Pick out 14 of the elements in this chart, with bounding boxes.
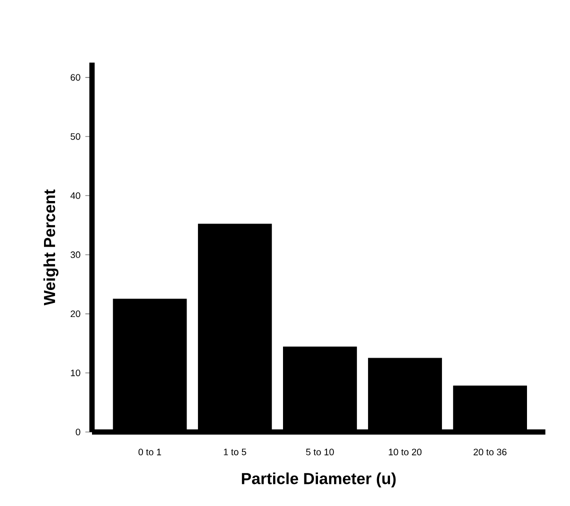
y-tick-label: 10: [70, 370, 80, 376]
y-tick-label: 20: [70, 310, 80, 318]
y-axis-title: Weight Percent: [43, 189, 58, 306]
x-axis-title: Particle Diameter (u): [242, 472, 396, 488]
x-tick-label: 10 to 20: [388, 448, 422, 456]
y-tick-label: 30: [70, 251, 80, 258]
x-tick-label: 0 to 1: [138, 448, 162, 456]
x-tick-label: 1 to 5: [224, 448, 246, 456]
y-tick-label: 0: [76, 428, 80, 436]
y-tick-label: 60: [70, 74, 80, 81]
x-tick-label: 5 to 10: [306, 448, 334, 456]
y-tick-label: 50: [70, 133, 80, 140]
y-tick-label: 40: [70, 192, 80, 199]
x-tick-label: 20 to 36: [474, 448, 506, 456]
